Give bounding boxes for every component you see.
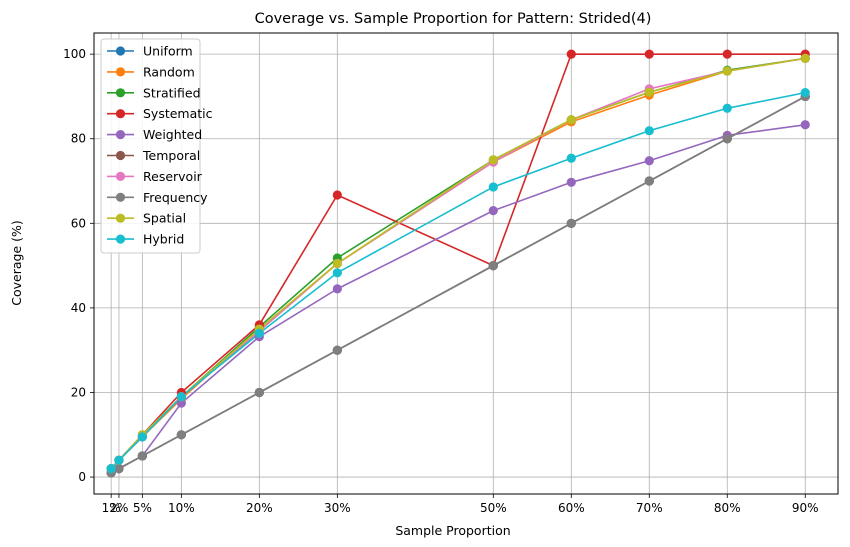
- legend-marker-weighted: [115, 130, 126, 140]
- legend-label-temporal: Temporal: [142, 148, 200, 163]
- data-point-frequency: [332, 345, 342, 355]
- data-point-frequency: [566, 218, 576, 228]
- data-point-weighted: [800, 120, 810, 130]
- y-tick-label: 40: [71, 301, 86, 315]
- legend-label-frequency: Frequency: [143, 190, 208, 205]
- x-tick-label: 5%: [133, 501, 152, 515]
- data-point-hybrid: [722, 103, 732, 113]
- x-tick-label: 50%: [480, 501, 507, 515]
- legend-marker-temporal: [115, 150, 126, 161]
- legend-label-uniform: Uniform: [143, 44, 193, 59]
- data-point-frequency: [137, 451, 147, 461]
- legend-marker-frequency: [115, 192, 126, 202]
- data-point-weighted: [332, 284, 342, 294]
- x-tick-label: 2%: [109, 501, 128, 515]
- data-point-hybrid: [488, 182, 498, 192]
- legend: Uniform Random Stratified Systematic Weighte…: [100, 38, 213, 254]
- data-point-hybrid: [176, 392, 186, 402]
- data-point-hybrid: [566, 153, 576, 163]
- y-tick-label: 20: [71, 385, 86, 399]
- data-point-frequency: [176, 430, 186, 440]
- data-point-weighted: [488, 206, 498, 216]
- legend-marker-hybrid: [115, 234, 126, 244]
- data-point-spatial: [488, 155, 498, 165]
- x-tick-label: 90%: [792, 501, 819, 515]
- legend-marker-reservoir: [115, 171, 126, 181]
- legend-marker-uniform: [115, 46, 126, 56]
- y-tick-label: 0: [78, 470, 86, 484]
- series-markers: [106, 49, 810, 478]
- data-point-spatial: [566, 115, 576, 125]
- x-tick-label: 1%: [102, 501, 121, 515]
- data-point-spatial: [332, 258, 342, 269]
- data-point-hybrid: [114, 455, 124, 465]
- legend-marker-spatial: [115, 213, 126, 223]
- legend-label-stratified: Stratified: [143, 85, 201, 100]
- data-point-spatial: [722, 66, 732, 76]
- data-point-frequency: [722, 134, 732, 144]
- y-axis-label: Coverage (%): [9, 220, 24, 306]
- data-point-weighted: [176, 398, 186, 408]
- data-point-spatial: [644, 87, 654, 97]
- x-tick-label: 30%: [324, 501, 351, 515]
- axis-ticks: 1%2% 5% 10% 20% 30% 50% 60% 70% 80% 90% 0 20 40 60 80 1…: [63, 47, 818, 515]
- data-point-frequency: [254, 387, 264, 398]
- x-tick-label: 80%: [714, 501, 741, 515]
- data-point-hybrid: [106, 464, 116, 474]
- legend-marker-stratified: [115, 88, 126, 98]
- y-tick-label: 60: [71, 216, 86, 230]
- legend-label-weighted: Weighted: [143, 127, 202, 142]
- data-point-systematic: [566, 49, 576, 59]
- data-point-systematic: [644, 49, 654, 59]
- legend-marker-systematic: [115, 109, 126, 119]
- data-point-spatial: [800, 53, 810, 63]
- data-point-systematic: [722, 49, 732, 59]
- data-point-systematic: [332, 190, 342, 200]
- chart-title: Coverage vs. Sample Proportion for Patte…: [255, 11, 652, 27]
- legend-label-hybrid: Hybrid: [143, 232, 184, 247]
- x-tick-label: 60%: [558, 501, 585, 515]
- x-tick-label: 20%: [246, 501, 273, 515]
- data-point-weighted: [566, 177, 576, 187]
- data-point-frequency: [488, 261, 498, 271]
- legend-label-systematic: Systematic: [143, 106, 213, 121]
- data-point-hybrid: [254, 328, 264, 338]
- legend-label-reservoir: Reservoir: [143, 169, 203, 184]
- x-tick-label: 10%: [168, 501, 195, 515]
- data-point-weighted: [644, 156, 654, 166]
- plot-area-frame: [93, 32, 839, 495]
- y-tick-label: 80: [71, 132, 86, 146]
- legend-label-random: Random: [143, 64, 195, 79]
- data-point-hybrid: [332, 268, 342, 278]
- x-tick-label: 70%: [636, 501, 663, 515]
- data-point-hybrid: [644, 126, 654, 136]
- legend-marker-random: [115, 67, 126, 77]
- data-point-hybrid: [137, 432, 147, 442]
- legend-label-spatial: Spatial: [143, 211, 186, 226]
- data-point-frequency: [114, 464, 124, 474]
- data-point-frequency: [644, 176, 654, 186]
- data-point-hybrid: [800, 88, 810, 98]
- x-axis-label: Sample Proportion: [395, 523, 510, 538]
- y-tick-label: 100: [63, 47, 86, 61]
